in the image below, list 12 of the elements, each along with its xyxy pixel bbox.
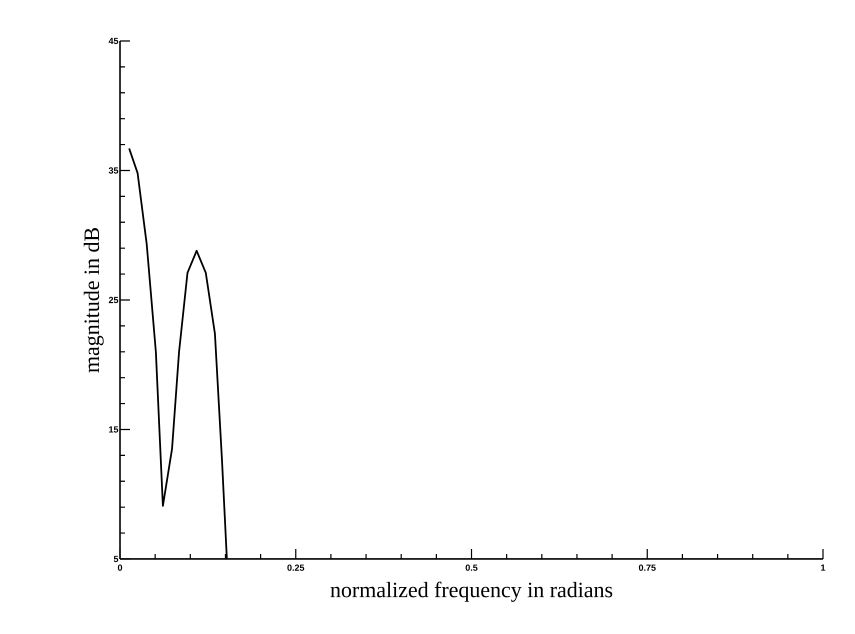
x-tick-label: 0.5 bbox=[466, 564, 478, 571]
y-tick-label: 35 bbox=[108, 167, 118, 174]
x-tick-label: 0 bbox=[118, 564, 122, 571]
y-tick-label: 15 bbox=[109, 426, 118, 433]
x-axis-title: normalized frequency in radians bbox=[330, 582, 612, 602]
y-tick-label: 5 bbox=[114, 556, 118, 562]
x-tick-label: 0.25 bbox=[287, 564, 304, 571]
x-tick-label: 0.75 bbox=[638, 564, 656, 571]
y-tick-label: 45 bbox=[108, 38, 118, 44]
x-tick-label: 1 bbox=[821, 564, 826, 571]
y-axis-title: magnitude in dB bbox=[84, 228, 104, 373]
y-tick-label: 25 bbox=[108, 296, 118, 304]
